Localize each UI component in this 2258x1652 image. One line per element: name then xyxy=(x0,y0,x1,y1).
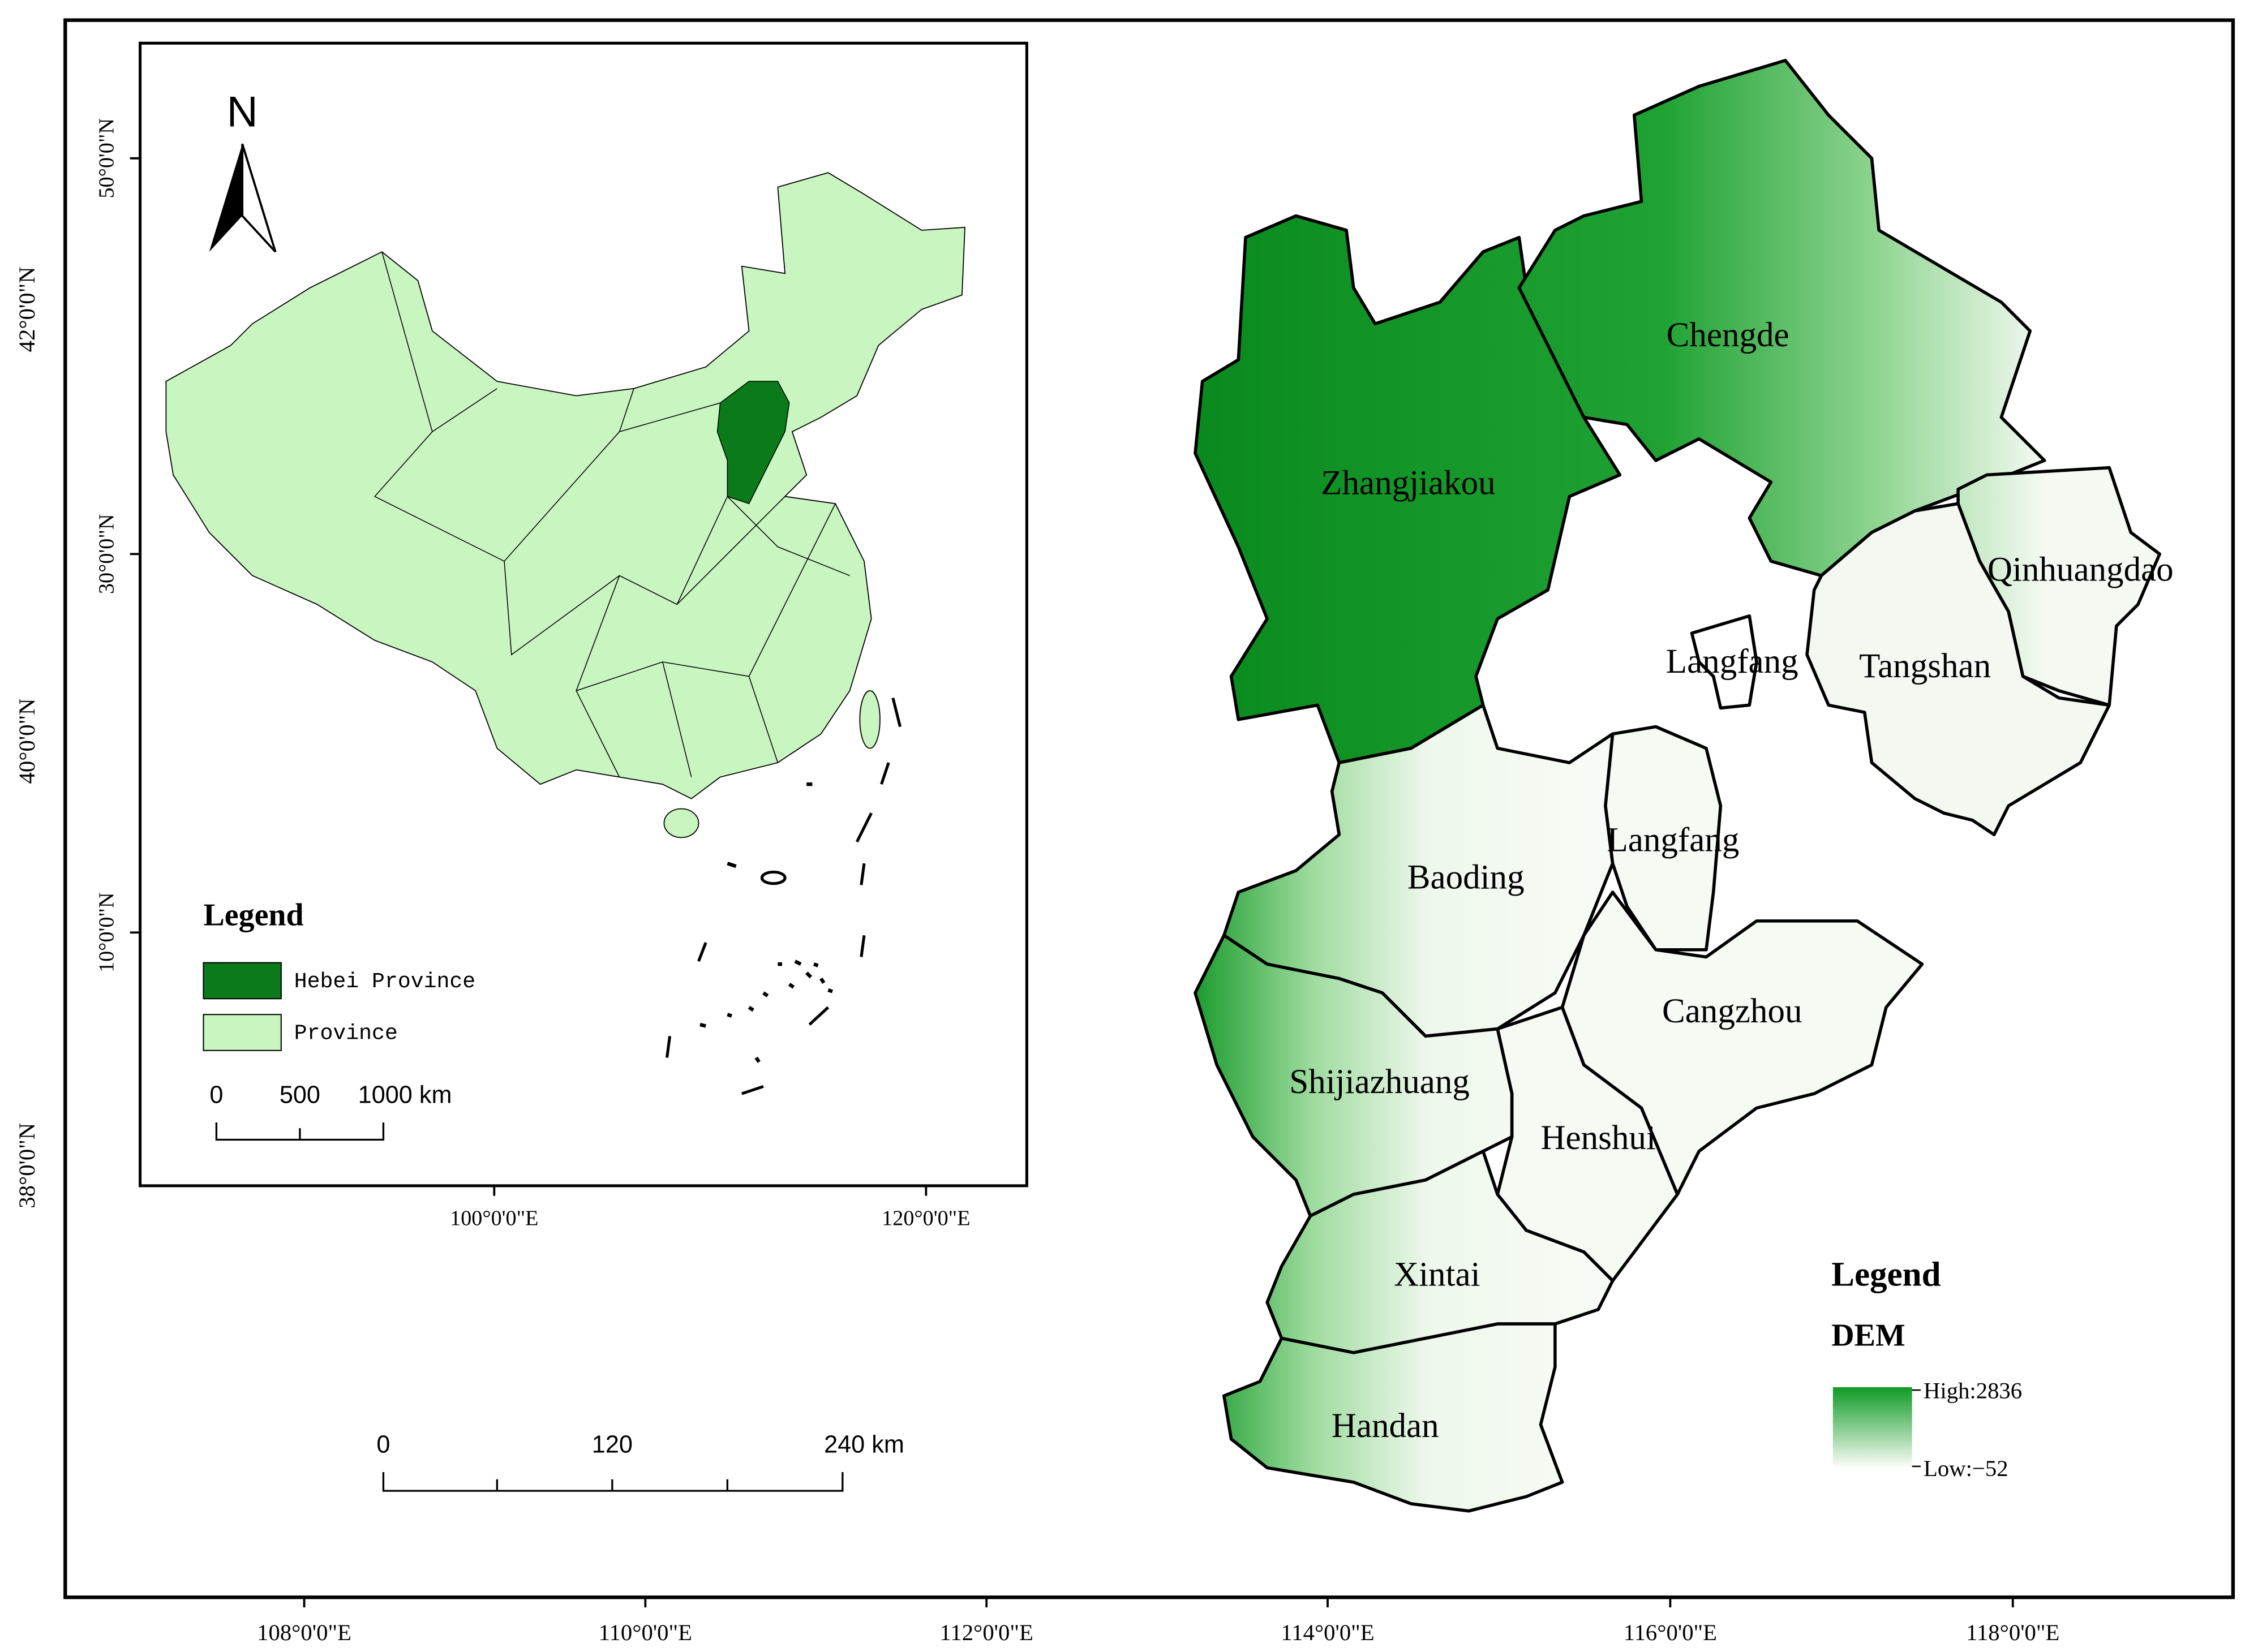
lat-label: 42°0'0"N xyxy=(14,266,40,352)
lon-label: 116°0'0"E xyxy=(1624,1620,1717,1645)
north-arrow xyxy=(209,144,243,252)
city-label: Qinhuangdao xyxy=(1987,550,2174,588)
city-label: Handan xyxy=(1332,1407,1439,1445)
legend-title: Legend xyxy=(1831,1256,1941,1294)
nine-dash-line xyxy=(665,698,902,1095)
city-label: Tangshan xyxy=(1859,647,1991,685)
lon-label: 112°0'0"E xyxy=(940,1620,1033,1645)
china-outline xyxy=(165,172,965,799)
lon-label: 114°0'0"E xyxy=(1281,1620,1374,1645)
legend-item: Hebei Province xyxy=(294,970,475,994)
legend-item: Province xyxy=(294,1021,398,1046)
dem-ramp xyxy=(1832,1387,1912,1466)
city-label: Langfang xyxy=(1607,821,1740,859)
legend-low: Low:−52 xyxy=(1924,1456,2008,1481)
lat-label: 38°0'0"N xyxy=(14,1123,40,1208)
legend-swatch xyxy=(203,1014,282,1051)
city-label: Cangzhou xyxy=(1662,992,1802,1030)
region xyxy=(1194,214,1622,764)
region xyxy=(1604,725,1723,952)
inset-map: 50°0'0"N 30°0'0"N 10°0'0"N 100°0'0"E 120… xyxy=(95,41,1028,1231)
scale-label: 0 xyxy=(209,1082,223,1109)
taiwan xyxy=(859,690,881,749)
city-label: Zhangjiakou xyxy=(1321,464,1495,502)
scale-label: 240 km xyxy=(824,1431,904,1459)
lon-label: 100°0'0"E xyxy=(450,1207,538,1231)
scale-bar xyxy=(215,1122,385,1141)
city-label: Shijiazhuang xyxy=(1289,1063,1470,1101)
scale-bar xyxy=(382,1472,844,1492)
lon-label: 120°0'0"E xyxy=(882,1207,970,1231)
scale-label: 120 xyxy=(592,1431,633,1459)
hainan xyxy=(663,808,699,838)
region xyxy=(1265,1150,1615,1354)
outer-frame xyxy=(63,18,2235,1599)
region xyxy=(1690,614,1758,710)
lon-label: 118°0'0"E xyxy=(1966,1620,2059,1645)
legend-high: High:2836 xyxy=(1924,1378,2022,1404)
city-label: Langfang xyxy=(1666,643,1798,681)
region xyxy=(1805,502,2111,837)
north-arrow xyxy=(241,143,277,253)
north-label: N xyxy=(227,88,258,136)
legend-layer: DEM xyxy=(1831,1318,1905,1353)
city-label: Baoding xyxy=(1407,859,1525,897)
outer-axes: 42°0'0"N 40°0'0"N 38°0'0"N 108°0'0"E 110… xyxy=(14,266,2059,1645)
hebei-map: Zhangjiakou Chengde Qinhuangdao Tangshan… xyxy=(376,59,2174,1513)
scale-label: 1000 km xyxy=(358,1082,452,1109)
region xyxy=(1517,59,2046,578)
lon-label: 110°0'0"E xyxy=(599,1620,692,1645)
lat-label: 50°0'0"N xyxy=(95,118,118,199)
lat-label: 40°0'0"N xyxy=(14,698,40,784)
islands xyxy=(699,782,834,1063)
city-label: Henshui xyxy=(1540,1119,1655,1157)
city-label: Chengde xyxy=(1667,316,1789,354)
scale-label: 500 xyxy=(280,1082,320,1109)
island xyxy=(760,870,787,885)
region xyxy=(1222,1322,1564,1513)
hebei-inset xyxy=(716,381,790,505)
lat-label: 30°0'0"N xyxy=(95,514,118,595)
lon-label: 108°0'0"E xyxy=(257,1620,351,1645)
province-borders xyxy=(374,251,850,777)
legend-swatch xyxy=(203,962,282,1000)
city-label: Xintai xyxy=(1394,1256,1480,1294)
scale-label: 0 xyxy=(376,1431,390,1459)
lat-label: 10°0'0"N xyxy=(95,892,118,973)
legend-title: Legend xyxy=(203,898,303,933)
